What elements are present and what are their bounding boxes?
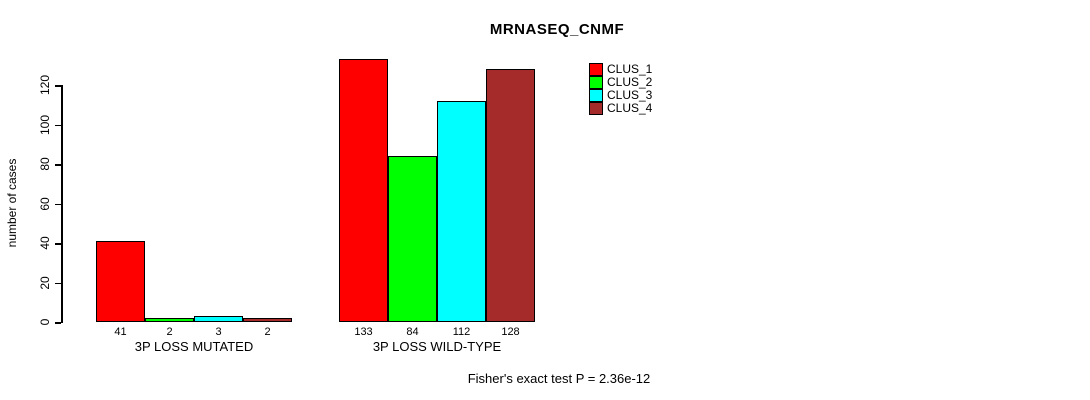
legend-item-clus_1: CLUS_1 — [589, 63, 652, 76]
bar-value-label: 133 — [354, 326, 373, 338]
bar-clus_1-2 — [339, 59, 388, 322]
bar-value-label: 2 — [264, 326, 271, 338]
fisher-test-annotation: Fisher's exact test P = 2.36e-12 — [467, 371, 651, 386]
bar-value-label: 3 — [215, 326, 222, 338]
y-axis-tick-label: 100 — [38, 114, 52, 135]
legend: CLUS_1 CLUS_2 CLUS_3 CLUS_4 — [589, 63, 652, 115]
bar-clus_3-2 — [437, 100, 486, 322]
legend-label: CLUS_2 — [607, 75, 653, 89]
y-axis-tick — [55, 243, 61, 245]
legend-label: CLUS_3 — [607, 88, 653, 102]
legend-label: CLUS_1 — [607, 62, 653, 76]
y-axis-tick — [55, 124, 61, 126]
bar-value-label: 128 — [501, 326, 520, 338]
legend-label: CLUS_4 — [607, 101, 653, 115]
bar-clus_1-1 — [96, 241, 145, 322]
category-label: 3P LOSS MUTATED — [134, 339, 254, 354]
y-axis-tick — [55, 282, 61, 284]
y-axis-tick-label: 120 — [38, 74, 52, 96]
y-axis-tick-label: 80 — [38, 157, 52, 171]
bar-value-label: 112 — [452, 326, 471, 338]
chart-title: MRNASEQ_CNMF — [489, 21, 625, 38]
bar-clus_4-2 — [486, 69, 535, 322]
bar-clus_2-1 — [145, 318, 194, 322]
bar-clus_3-1 — [194, 316, 243, 322]
legend-item-clus_2: CLUS_2 — [589, 76, 652, 89]
bar-clus_2-2 — [388, 156, 437, 322]
bar-clus_4-1 — [243, 318, 292, 322]
y-axis-line — [61, 85, 63, 323]
y-axis-tick-label: 60 — [38, 196, 52, 211]
legend-item-clus_4: CLUS_4 — [589, 102, 652, 115]
category-label: 3P LOSS WILD-TYPE — [372, 339, 502, 354]
bar-value-label: 2 — [166, 326, 173, 338]
legend-item-clus_3: CLUS_3 — [589, 89, 652, 102]
bar-value-label: 41 — [114, 326, 127, 338]
y-axis-tick — [55, 322, 61, 324]
legend-swatch-icon — [589, 102, 603, 115]
legend-swatch-icon — [589, 76, 603, 89]
bar-value-label: 84 — [406, 326, 419, 338]
legend-swatch-icon — [589, 63, 603, 76]
y-axis-tick — [55, 164, 61, 166]
y-axis-tick — [55, 85, 61, 87]
legend-swatch-icon — [589, 89, 603, 102]
y-axis-tick — [55, 203, 61, 205]
y-axis-label: number of cases — [5, 158, 19, 248]
y-axis-tick-label: 0 — [38, 318, 52, 326]
y-axis-tick-label: 40 — [38, 236, 52, 250]
y-axis-tick-label: 20 — [38, 275, 52, 290]
